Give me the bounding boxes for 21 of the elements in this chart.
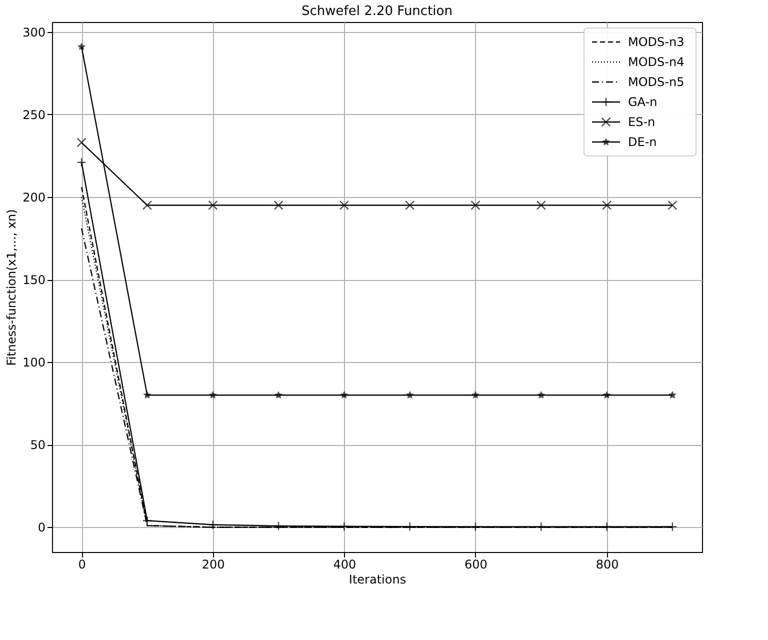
legend-label: MODS-n4	[628, 55, 684, 69]
legend-label: GA-n	[628, 95, 658, 109]
x-tick-label: 600	[464, 558, 488, 572]
y-tick-label: 150	[22, 273, 46, 288]
x-tick-label: 400	[333, 558, 356, 572]
legend-label: ES-n	[628, 115, 656, 129]
x-tick-label: 200	[202, 558, 225, 572]
y-axis-title: Fitness-function(x1,..., xn)	[4, 209, 19, 366]
y-tick-label: 50	[30, 438, 46, 452]
x-tick-label: 0	[78, 558, 86, 572]
legend-label: MODS-n5	[628, 75, 684, 89]
y-tick-label: 250	[22, 108, 46, 122]
y-tick-label: 100	[22, 356, 46, 370]
chart-title: Schwefel 2.20 Function	[302, 4, 452, 19]
y-tick-label: 200	[22, 190, 46, 205]
x-tick-label: 800	[596, 558, 619, 572]
x-axis-title: Iterations	[348, 572, 406, 586]
y-tick-label: 300	[22, 25, 46, 40]
y-tick-label: 0	[38, 520, 46, 535]
legend-label: DE-n	[628, 135, 657, 149]
legend-label: MODS-n3	[628, 35, 684, 49]
